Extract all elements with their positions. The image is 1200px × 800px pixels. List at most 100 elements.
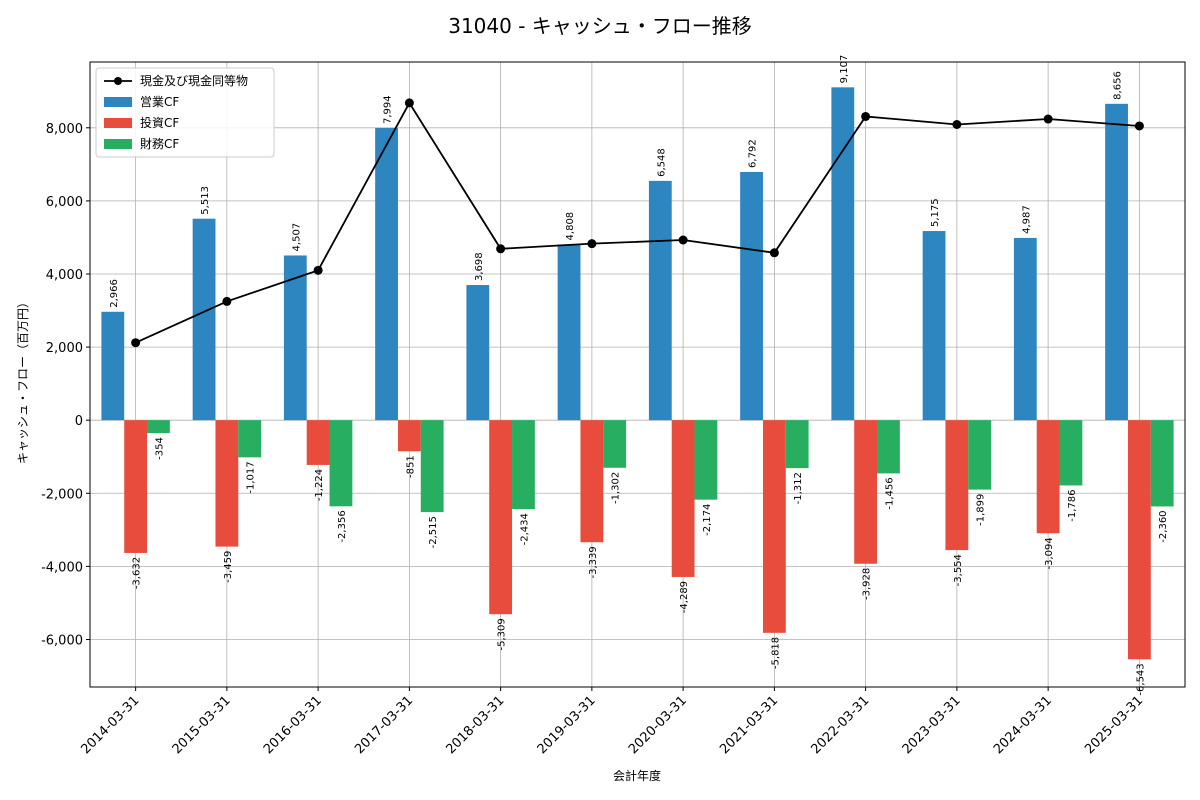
bar-financing [785, 420, 809, 469]
bar-financing [238, 420, 262, 458]
x-tick-label: 2021-03-31 [717, 693, 781, 757]
x-tick-label: 2025-03-31 [1082, 693, 1146, 757]
x-tick-label: 2017-03-31 [352, 693, 416, 757]
data-label: -5,818 [770, 637, 781, 669]
bar-investing [1036, 420, 1060, 534]
bar-operating [831, 87, 855, 421]
chart-title: 31040 - キャッシュ・フロー推移 [448, 14, 752, 38]
data-label: -1,456 [884, 477, 895, 509]
y-tick-label: -6,000 [41, 633, 83, 648]
x-tick-label: 2018-03-31 [443, 693, 507, 757]
data-label: 4,507 [291, 223, 302, 252]
bar-operating [101, 311, 125, 421]
bar-financing [147, 420, 170, 434]
x-tick-label: 2015-03-31 [170, 693, 234, 757]
data-label: -1,899 [976, 494, 987, 526]
data-label: 4,808 [565, 212, 576, 241]
bar-investing [489, 420, 513, 615]
bar-financing [877, 420, 900, 474]
bar-operating [922, 231, 946, 421]
legend-swatch [104, 97, 132, 107]
data-label: 5,175 [930, 198, 941, 227]
x-tick-label: 2016-03-31 [261, 693, 325, 757]
bar-operating [740, 171, 763, 421]
data-label: 8,656 [1113, 71, 1124, 100]
bar-investing [124, 420, 148, 553]
bar-operating [192, 218, 216, 421]
data-label: -1,224 [314, 469, 325, 501]
data-label: -3,094 [1044, 537, 1055, 569]
bars [101, 87, 1174, 660]
legend-label: 現金及び現金同等物 [140, 73, 248, 88]
cash-point [1043, 114, 1053, 124]
x-tick-label: 2020-03-31 [626, 693, 690, 757]
x-tick-label: 2019-03-31 [535, 693, 599, 757]
data-label: -6,543 [1135, 663, 1146, 695]
bar-financing [329, 420, 353, 507]
bar-investing [762, 420, 786, 633]
bar-investing [397, 420, 421, 452]
bar-financing [968, 420, 992, 490]
data-label: -851 [405, 455, 416, 478]
data-label: -1,017 [246, 461, 257, 493]
data-label: 4,987 [1021, 205, 1032, 234]
bar-investing [854, 420, 878, 564]
bar-financing [603, 420, 627, 468]
cash-line-path [135, 101, 1140, 344]
bar-financing [420, 420, 444, 513]
data-label: 5,513 [200, 186, 211, 215]
data-label: -3,339 [588, 546, 599, 578]
bar-operating [1013, 237, 1037, 421]
legend-box [95, 67, 275, 158]
bar-financing [512, 420, 535, 510]
cash-point [861, 111, 871, 121]
data-label: 7,994 [383, 95, 394, 124]
y-tick-label: 2,000 [46, 341, 83, 356]
bar-financing [1150, 420, 1174, 507]
x-tick-label: 2014-03-31 [78, 693, 142, 757]
cash-point [313, 265, 323, 275]
data-label: 9,107 [839, 55, 850, 84]
y-tick-label: 4,000 [46, 268, 83, 283]
bar-operating [557, 244, 581, 421]
data-label: -3,928 [862, 568, 873, 600]
bar-operating [283, 255, 307, 421]
y-tick-label: 8,000 [46, 122, 83, 137]
bar-operating [1105, 103, 1128, 421]
data-label: -5,309 [497, 618, 508, 650]
cash-point [131, 338, 141, 348]
bar-operating [648, 180, 672, 421]
plot-frame [89, 61, 1186, 688]
legend-label: 投資CF [140, 115, 179, 130]
data-label: -2,174 [702, 504, 713, 536]
data-label: -354 [154, 437, 165, 460]
legend-swatch [104, 118, 132, 128]
data-label: -4,289 [679, 581, 690, 613]
x-axis-label: 会計年度 [613, 768, 661, 783]
legend-swatch [104, 139, 132, 149]
data-label: -2,356 [337, 510, 348, 542]
data-label: -3,632 [132, 557, 143, 589]
x-tick-label: 2023-03-31 [900, 693, 964, 757]
cash-point [404, 98, 414, 108]
legend-label: 営業CF [140, 95, 179, 109]
data-label: -1,786 [1067, 489, 1078, 521]
y-tick-label: 6,000 [46, 195, 83, 210]
y-tick-label: -2,000 [41, 487, 83, 502]
data-labels: 2,966 5,513 4,507 7,994 3,698 4,808 6,548 6,792… [109, 55, 1169, 696]
cash-point [952, 120, 962, 129]
bar-operating [375, 128, 398, 421]
data-label: 3,698 [474, 252, 485, 281]
x-tick-label: 2022-03-31 [808, 693, 872, 757]
data-label: -2,434 [519, 513, 530, 545]
cash-line [131, 98, 1144, 348]
bar-investing [215, 420, 239, 547]
y-tick-label: 0 [75, 414, 83, 429]
cash-point [587, 239, 597, 249]
bar-investing [671, 420, 695, 577]
grid-lines [90, 62, 1185, 687]
data-label: -1,302 [611, 472, 622, 504]
data-label: 2,966 [109, 279, 120, 308]
y-tick-label: -4,000 [41, 560, 83, 575]
